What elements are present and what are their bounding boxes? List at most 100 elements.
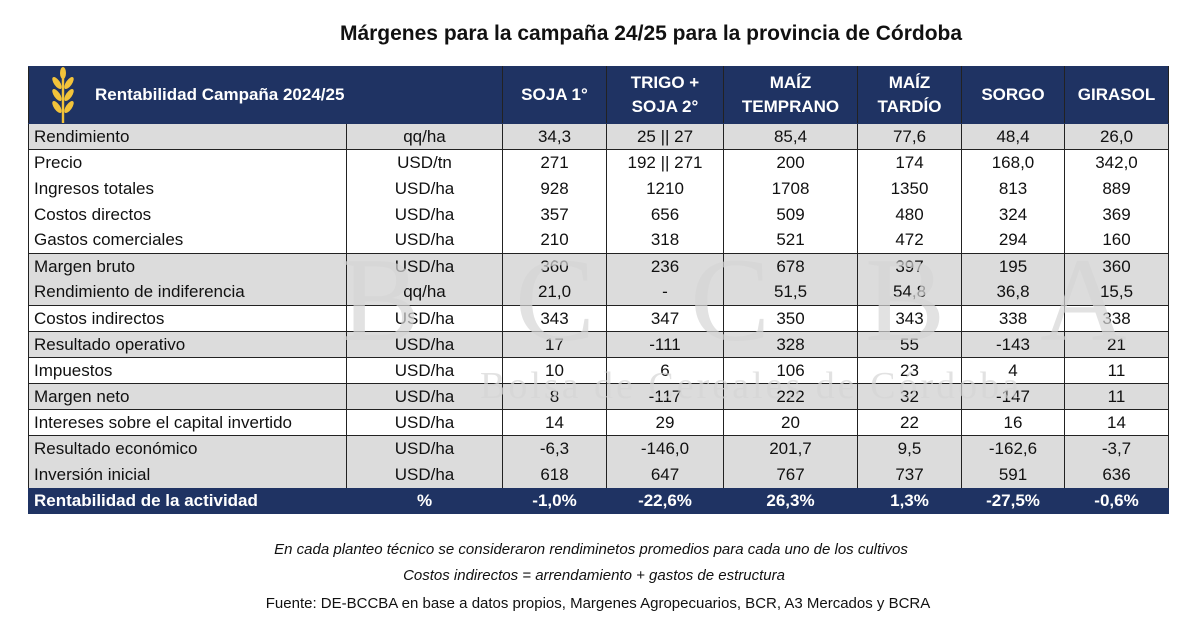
note-fuente: Fuente: DE-BCCBA en base a datos propios… bbox=[265, 595, 931, 612]
row-label: Resultado operativo bbox=[28, 331, 347, 358]
row-value: -146,0 bbox=[606, 435, 724, 462]
row-value: 168,0 bbox=[961, 149, 1065, 176]
row-value: 636 bbox=[1064, 461, 1169, 488]
row-value: 338 bbox=[961, 305, 1065, 332]
row-unit: qq/ha bbox=[346, 123, 503, 150]
row-value: 397 bbox=[857, 253, 962, 280]
total-row: Rentabilidad de la actividad% -1,0% -22,6%… bbox=[28, 487, 1169, 514]
table-header-label: Rentabilidad Campaña 2024/25 bbox=[95, 85, 345, 104]
table-row: Impuestos USD/ha 10 6 106 23 4 11 bbox=[28, 357, 1169, 384]
row-value: 678 bbox=[723, 253, 858, 280]
row-value: 11 bbox=[1064, 383, 1169, 410]
row-unit: USD/ha bbox=[346, 461, 503, 488]
row-value: 813 bbox=[961, 175, 1065, 202]
row-label: Inversión inicial bbox=[28, 461, 347, 488]
table-row: Margen bruto USD/ha 360 236 678 397 195 360 bbox=[28, 253, 1169, 280]
column-header-sorgo: SORGO bbox=[961, 66, 1065, 124]
column-header-soja1: SOJA 1° bbox=[502, 66, 607, 124]
page-title: Márgenes para la campaña 24/25 para la p… bbox=[339, 22, 963, 45]
row-value: 15,5 bbox=[1064, 279, 1169, 306]
row-value: 55 bbox=[857, 331, 962, 358]
row-value: 10 bbox=[502, 357, 607, 384]
row-unit: USD/ha bbox=[346, 253, 503, 280]
table-header-title-cell: Rentabilidad Campaña 2024/25 bbox=[28, 66, 503, 124]
row-unit: USD/ha bbox=[346, 227, 503, 254]
row-value: - bbox=[606, 279, 724, 306]
row-label: Gastos comerciales bbox=[28, 227, 347, 254]
row-value: -143 bbox=[961, 331, 1065, 358]
row-value: 928 bbox=[502, 175, 607, 202]
row-unit: USD/ha bbox=[346, 357, 503, 384]
row-value: 343 bbox=[502, 305, 607, 332]
row-value: 20 bbox=[723, 409, 858, 436]
row-value: 160 bbox=[1064, 227, 1169, 254]
row-value: 106 bbox=[723, 357, 858, 384]
row-value: -3,7 bbox=[1064, 435, 1169, 462]
note-rendimientos: En cada planteo técnico se consideraron … bbox=[274, 541, 908, 558]
total-row-value: -0,6% bbox=[1064, 487, 1169, 514]
row-value: 338 bbox=[1064, 305, 1169, 332]
row-value: 360 bbox=[502, 253, 607, 280]
row-value: 17 bbox=[502, 331, 607, 358]
row-value: 14 bbox=[1064, 409, 1169, 436]
row-value: 1350 bbox=[857, 175, 962, 202]
row-unit: USD/tn bbox=[346, 149, 503, 176]
row-value: 889 bbox=[1064, 175, 1169, 202]
row-label: Precio bbox=[28, 149, 347, 176]
row-value: 6 bbox=[606, 357, 724, 384]
row-value: 8 bbox=[502, 383, 607, 410]
row-value: 29 bbox=[606, 409, 724, 436]
total-row-label: Rentabilidad de la actividad bbox=[28, 487, 347, 514]
row-value: 369 bbox=[1064, 201, 1169, 228]
row-value: 9,5 bbox=[857, 435, 962, 462]
row-value: 4 bbox=[961, 357, 1065, 384]
row-unit: USD/ha bbox=[346, 435, 503, 462]
row-value: 509 bbox=[723, 201, 858, 228]
row-value: 48,4 bbox=[961, 123, 1065, 150]
row-value: 11 bbox=[1064, 357, 1169, 384]
table-row: Resultado operativo USD/ha 17 -111 328 55 -143… bbox=[28, 331, 1169, 358]
row-value: 647 bbox=[606, 461, 724, 488]
row-value: 737 bbox=[857, 461, 962, 488]
margins-table: Rentabilidad Campaña 2024/25 SOJA 1° TRI… bbox=[28, 66, 1169, 514]
row-value: 174 bbox=[857, 149, 962, 176]
row-value: 357 bbox=[502, 201, 607, 228]
row-value: 767 bbox=[723, 461, 858, 488]
column-header-maiz-tardio: MAÍZ TARDÍO bbox=[857, 66, 962, 124]
row-value: 342,0 bbox=[1064, 149, 1169, 176]
row-value: 472 bbox=[857, 227, 962, 254]
row-value: 85,4 bbox=[723, 123, 858, 150]
row-value: 271 bbox=[502, 149, 607, 176]
row-label: Ingresos totales bbox=[28, 175, 347, 202]
table-row: Costos directos USD/ha 357 656 509 480 324 369 bbox=[28, 201, 1169, 228]
row-value: 201,7 bbox=[723, 435, 858, 462]
row-value: 34,3 bbox=[502, 123, 607, 150]
total-row-value: -1,0% bbox=[502, 487, 607, 514]
row-value: 318 bbox=[606, 227, 724, 254]
row-label: Costos directos bbox=[28, 201, 347, 228]
table-header-row: Rentabilidad Campaña 2024/25 SOJA 1° TRI… bbox=[28, 66, 1169, 124]
row-value: 294 bbox=[961, 227, 1065, 254]
column-header-maiz-temprano: MAÍZ TEMPRANO bbox=[723, 66, 858, 124]
row-unit: USD/ha bbox=[346, 175, 503, 202]
row-label: Resultado económico bbox=[28, 435, 347, 462]
row-unit: USD/ha bbox=[346, 409, 503, 436]
row-label: Impuestos bbox=[28, 357, 347, 384]
row-label: Costos indirectos bbox=[28, 305, 347, 332]
row-value: 343 bbox=[857, 305, 962, 332]
row-value: 324 bbox=[961, 201, 1065, 228]
row-unit: USD/ha bbox=[346, 331, 503, 358]
table-row: Rendimiento de indiferencia qq/ha 21,0-51,… bbox=[28, 279, 1169, 306]
row-value: 480 bbox=[857, 201, 962, 228]
table-row: Rendimiento qq/ha 34,3 25 || 27 85,4 77,6 48,4… bbox=[28, 123, 1169, 150]
row-value: 591 bbox=[961, 461, 1065, 488]
row-value: 14 bbox=[502, 409, 607, 436]
total-row-value: -22,6% bbox=[606, 487, 724, 514]
table-row: Costos indirectos USD/ha 343 347 350 343 338 33… bbox=[28, 305, 1169, 332]
column-header-girasol: GIRASOL bbox=[1064, 66, 1169, 124]
table-row: Margen neto USD/ha 8 -117 222 32 -147 11 bbox=[28, 383, 1169, 410]
note-costos-indirectos: Costos indirectos = arrendamiento + gast… bbox=[403, 567, 785, 584]
total-row-unit: % bbox=[346, 487, 503, 514]
row-label: Rendimiento de indiferencia bbox=[28, 279, 347, 306]
row-value: 21,0 bbox=[502, 279, 607, 306]
